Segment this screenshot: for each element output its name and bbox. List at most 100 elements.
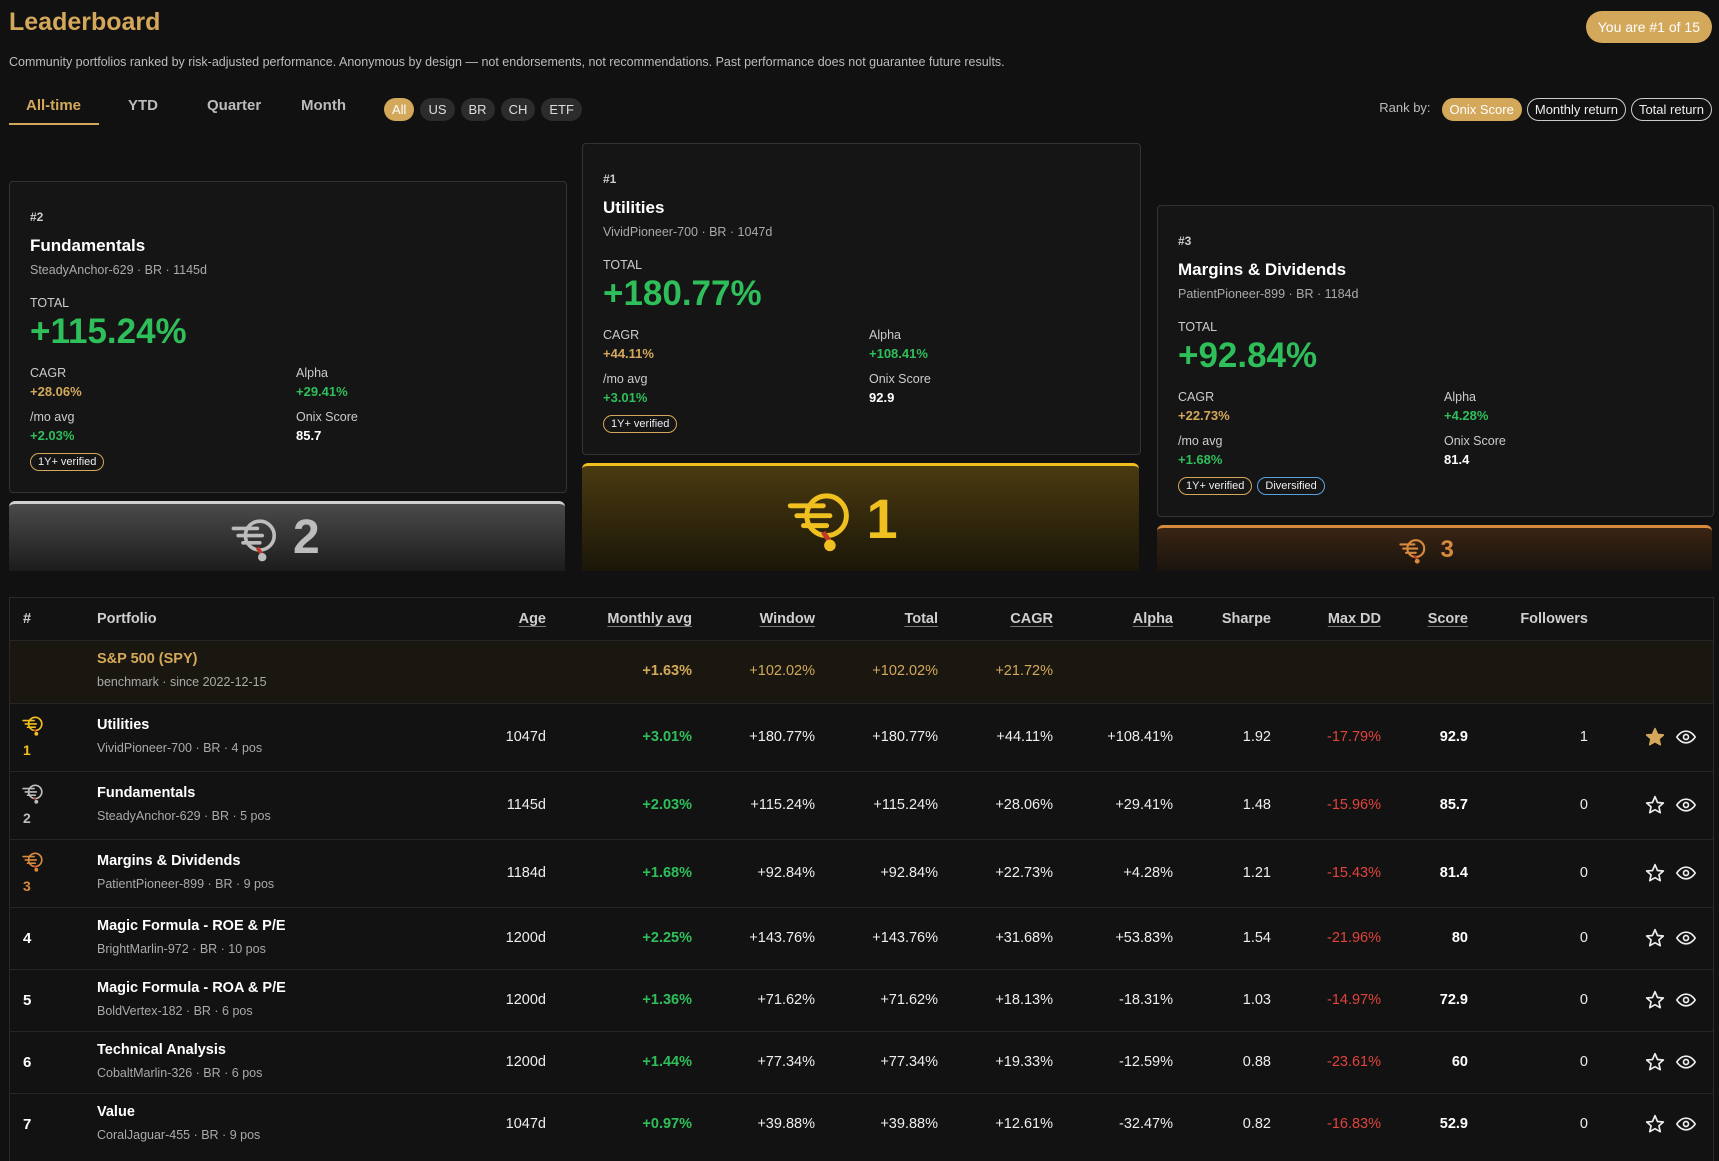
podium-rank: #2 [30, 210, 44, 224]
total-cell: +115.24% [873, 797, 938, 813]
portfolio-name: Magic Formula - ROA & P/E [97, 980, 286, 996]
podium-base: 2 [9, 501, 565, 571]
view-button[interactable] [1675, 1052, 1697, 1077]
score-cell: 72.9 [1439, 992, 1468, 1008]
stat-value: +44.11% [603, 346, 654, 361]
portfolio-meta: BoldVertex-182 · BR · 6 pos [97, 1004, 253, 1018]
rank-option[interactable]: Monthly return [1526, 98, 1626, 121]
table-row[interactable]: 6 Technical Analysis CobaltMarlin-326 · BR… [10, 1031, 1713, 1094]
view-button[interactable] [1675, 727, 1697, 752]
sharpe-cell: 0.88 [1242, 1054, 1271, 1070]
sharpe-cell: 1.48 [1242, 797, 1271, 813]
age-cell: 1200d [505, 930, 546, 946]
badge: 1Y+ verified [1178, 477, 1253, 495]
table-row[interactable]: 4 Magic Formula - ROE & P/E BrightMarlin-9… [10, 907, 1713, 970]
column-header[interactable]: Max DD [1327, 611, 1381, 627]
period-tab[interactable]: YTD [128, 97, 158, 114]
benchmark-meta: benchmark · since 2022-12-15 [97, 675, 267, 689]
view-button[interactable] [1675, 990, 1697, 1015]
view-button[interactable] [1675, 1114, 1697, 1139]
table-row[interactable]: 5 Magic Formula - ROA & P/E BoldVertex-182… [10, 969, 1713, 1032]
region-filter[interactable]: BR [460, 98, 495, 121]
table-row[interactable]: 2 Fundamentals SteadyAnchor-629 · BR · 5 p… [10, 771, 1713, 840]
max-dd-cell: -23.61% [1326, 1054, 1381, 1070]
rank-icon [22, 850, 44, 877]
column-header[interactable]: Sharpe [1221, 611, 1271, 627]
period-tab[interactable]: Month [301, 97, 346, 114]
cagr-cell: +22.73% [995, 865, 1053, 881]
portfolio-meta: CobaltMarlin-326 · BR · 6 pos [97, 1066, 263, 1080]
column-header[interactable]: Monthly avg [607, 611, 692, 627]
table-row[interactable]: 3 Margins & Dividends PatientPioneer-899 ·… [10, 839, 1713, 908]
region-filter[interactable]: ETF [541, 98, 582, 121]
rank-number: 4 [23, 930, 32, 947]
max-dd-cell: -21.96% [1326, 930, 1381, 946]
table-row[interactable]: 7 Value CoralJaguar-455 · BR · 9 pos 1047d +… [10, 1093, 1713, 1156]
portfolio-meta: VividPioneer-700 · BR · 4 pos [97, 741, 263, 755]
region-filter[interactable]: CH [500, 98, 536, 121]
cagr-cell: +44.11% [996, 729, 1053, 745]
table-row[interactable]: 1 Utilities VividPioneer-700 · BR · 4 pos 1… [10, 703, 1713, 772]
cagr-cell: +19.33% [995, 1054, 1053, 1070]
medal-icon [787, 492, 849, 551]
page-subtitle: Community portfolios ranked by risk-adju… [9, 55, 1005, 69]
portfolio-name: Value [97, 1104, 135, 1120]
column-header[interactable]: Window [759, 611, 815, 627]
podium-place: 1 [866, 487, 898, 551]
star-button[interactable] [1645, 795, 1665, 820]
star-button[interactable] [1645, 990, 1665, 1015]
podium-name: Margins & Dividends [1178, 260, 1347, 279]
star-button[interactable] [1645, 928, 1665, 953]
column-header[interactable]: Total [904, 611, 938, 627]
rank-option[interactable]: Onix Score [1441, 98, 1522, 121]
star-button[interactable] [1645, 727, 1665, 752]
window-cell: +180.77% [749, 729, 815, 745]
region-filter[interactable]: US [420, 98, 455, 121]
benchmark-cell: +21.72% [995, 663, 1053, 679]
badge: 1Y+ verified [30, 453, 105, 471]
podium-meta: PatientPioneer-899 · BR · 1184d [1178, 287, 1359, 301]
alpha-cell: +53.83% [1115, 930, 1173, 946]
stat-label: Alpha [1444, 390, 1476, 404]
star-button[interactable] [1645, 1052, 1665, 1077]
stat-label: Alpha [296, 366, 328, 380]
stat-label: Onix Score [869, 372, 931, 386]
sharpe-cell: 1.03 [1242, 992, 1271, 1008]
column-header[interactable]: Followers [1520, 611, 1588, 627]
view-button[interactable] [1675, 928, 1697, 953]
max-dd-cell: -15.43% [1326, 865, 1381, 881]
portfolio-name: Margins & Dividends [97, 853, 241, 869]
sharpe-cell: 1.54 [1242, 930, 1271, 946]
followers-cell: 0 [1579, 930, 1588, 946]
tab-underline [9, 123, 99, 125]
medal-icon [22, 852, 43, 872]
window-cell: +92.84% [757, 865, 815, 881]
stat-label: Alpha [869, 328, 901, 342]
period-tab[interactable]: Quarter [207, 97, 262, 114]
region-filter[interactable]: All [384, 98, 415, 121]
portfolio-name: Utilities [97, 717, 150, 733]
view-button[interactable] [1675, 863, 1697, 888]
monthly-avg-cell: +0.97% [642, 1116, 692, 1132]
column-header[interactable]: Age [518, 611, 546, 627]
benchmark-cell: +102.02% [749, 663, 815, 679]
stat-value: +22.73% [1178, 408, 1230, 423]
podium-name: Utilities [603, 198, 665, 217]
sharpe-cell: 1.21 [1242, 865, 1271, 881]
column-header[interactable]: Alpha [1132, 611, 1173, 627]
rank-icon [22, 714, 44, 741]
total-cell: +180.77% [872, 729, 938, 745]
cagr-cell: +18.13% [995, 992, 1053, 1008]
podium-icon [231, 514, 279, 567]
stat-value: +108.41% [869, 346, 928, 361]
medal-icon [22, 716, 43, 736]
period-tab[interactable]: All-time [26, 97, 82, 114]
column-header[interactable]: Score [1427, 611, 1468, 627]
star-button[interactable] [1645, 863, 1665, 888]
view-button[interactable] [1675, 795, 1697, 820]
score-cell: 85.7 [1439, 797, 1468, 813]
star-button[interactable] [1645, 1114, 1665, 1139]
badge: 1Y+ verified [603, 415, 678, 433]
rank-option[interactable]: Total return [1630, 98, 1712, 121]
column-header[interactable]: CAGR [1010, 611, 1053, 627]
